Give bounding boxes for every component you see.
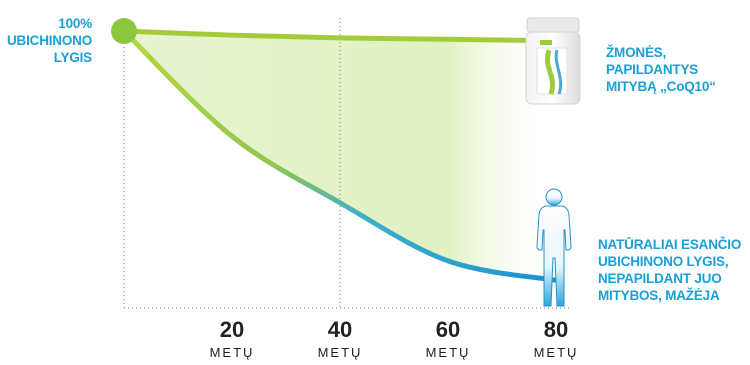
natural-label-line: MITYBOS, MAŽĖJA (598, 288, 720, 303)
person-silhouette-image (536, 188, 572, 307)
supplemented-label-line: MITYBĄ „CoQ10“ (606, 79, 716, 94)
x-tick-unit: METŲ (533, 345, 579, 360)
supplement-bottle-image (525, 17, 581, 105)
natural-series-label: NATŪRALIAI ESANČIO UBICHINONO LYGIS, NEP… (598, 236, 748, 304)
natural-label-line: NATŪRALIAI ESANČIO (598, 237, 742, 252)
gap-fill-area (124, 31, 556, 281)
supplemented-label-line: ŽMONĖS, (606, 45, 667, 60)
x-tick-label: 40 (327, 317, 353, 342)
x-tick-unit: METŲ (425, 345, 471, 360)
x-tick-unit: METŲ (209, 345, 255, 360)
natural-label-line: UBICHINONO LYGIS, (598, 254, 729, 269)
start-point (111, 18, 137, 44)
series-natural-line (121, 28, 559, 283)
start-label-line: UBICHINONO (7, 33, 92, 48)
natural-label-line: NEPAPILDANT JUO (598, 271, 722, 286)
supplemented-series-label: ŽMONĖS, PAPILDANTYS MITYBĄ „CoQ10“ (606, 44, 746, 95)
series-supplemented-line (121, 28, 559, 44)
x-tick-label: 80 (543, 317, 569, 342)
start-level-label: 100% UBICHINONO LYGIS (4, 15, 92, 66)
x-tick-unit: METŲ (317, 345, 363, 360)
x-tick-label: 60 (435, 317, 461, 342)
start-label-line: LYGIS (53, 50, 92, 65)
x-tick-label: 20 (219, 317, 245, 342)
supplemented-label-line: PAPILDANTYS (606, 62, 699, 77)
start-label-line: 100% (58, 16, 92, 31)
